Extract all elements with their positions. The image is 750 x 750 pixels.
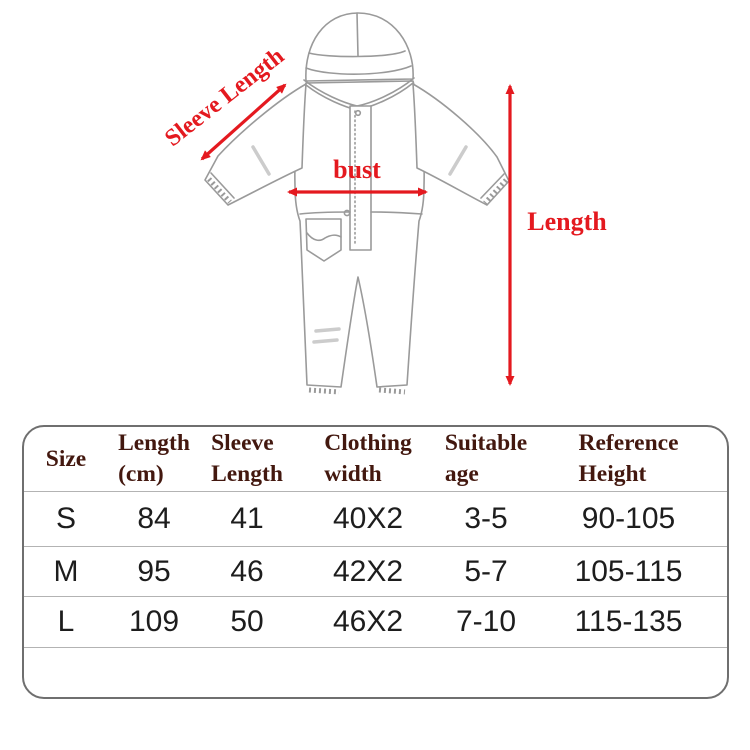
header-sleeve-length: Sleeve Length [211,430,283,487]
garment-measurement-diagram: Sleeve Length bust Length [160,12,607,395]
snap-button [343,209,351,217]
right-sleeve-wrinkle [448,145,468,176]
cell-size: M [53,554,79,588]
header-suitable-age: Suitable age [444,430,528,487]
chest-pocket [305,218,342,262]
left-cuff-seam [210,172,235,199]
cell-sleeve: 50 [230,605,264,638]
table-empty-row [24,647,727,696]
cell-length: 84 [137,502,171,535]
cell-width: 46X2 [332,605,404,638]
cell-width: 42X2 [332,554,404,588]
table-row-s: S 84 41 40X2 3-5 90-105 [24,491,727,546]
chest-seam-right [370,211,423,215]
cell-length: 109 [128,605,180,638]
length-label: Length [527,207,607,236]
cell-height: 115-135 [574,605,683,638]
header-reference-height: Reference Height [578,430,679,487]
knee-wrinkle-1 [314,327,341,333]
right-cuff-seam [480,173,505,199]
cell-age: 7-10 [455,605,517,638]
hood [305,12,414,82]
right-cuff-ribbing [483,178,508,205]
table-header-row: Size Length (cm) Sleeve Length Clothing wid… [24,427,727,491]
cell-age: 3-5 [464,502,508,535]
right-sleeve [412,83,510,206]
cell-size: S [55,502,76,535]
right-ankle-ribbing [378,387,406,395]
chest-seam-left [299,211,351,215]
cell-width: 40X2 [332,502,404,535]
hood-seam-line [308,50,406,58]
table-row-l: L 109 50 46X2 7-10 115-135 [24,596,727,647]
header-length-cm: Length (cm) [118,430,190,487]
cell-sleeve: 41 [230,502,264,535]
zipper-pull [354,109,362,117]
cell-height: 105-115 [574,554,683,588]
table-row-m: M 95 46 42X2 5-7 105-115 [24,546,727,596]
left-cuff-ribbing [207,177,232,204]
cell-size: L [57,605,75,638]
sleeve-length-arrow [200,83,287,161]
hood-center-seam [356,12,359,57]
cell-length: 95 [137,554,171,588]
cell-age: 5-7 [464,554,508,588]
bust-label: bust [333,155,381,184]
pocket-flap [306,232,342,242]
knee-wrinkle-2 [312,338,339,344]
size-chart-table: Size Length (cm) Sleeve Length Clothing wid… [22,425,729,699]
cell-height: 90-105 [581,502,676,535]
left-ankle-ribbing [308,387,340,395]
header-clothing-width: Clothing width [324,430,412,487]
header-size: Size [45,445,87,472]
hood-band-line [305,65,412,75]
cell-sleeve: 46 [230,554,264,588]
